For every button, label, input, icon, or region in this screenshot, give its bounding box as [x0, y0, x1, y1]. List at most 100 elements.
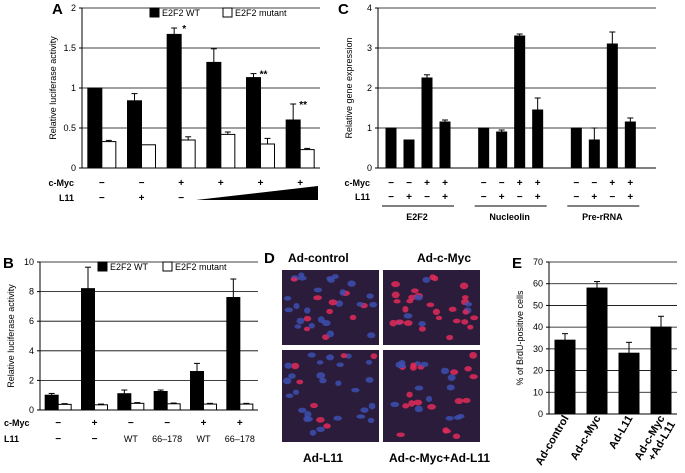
panel-c-ytick-label: 2 [367, 83, 372, 93]
nucleus [335, 300, 344, 307]
nucleus [426, 302, 435, 308]
panel-e-ytick-label: 20 [533, 366, 543, 376]
nucleus [425, 395, 433, 402]
panel-c-letter: C [338, 1, 349, 18]
nucleus [413, 399, 423, 406]
nucleus [356, 414, 366, 419]
condition-symbol: − [178, 193, 184, 204]
bar-mutant [220, 133, 236, 169]
condition-symbol-l11: + [499, 192, 505, 203]
nucleus [283, 296, 292, 301]
legend-wt-label: E2F2 WT [162, 8, 201, 18]
nucleus [298, 407, 307, 413]
bar-wt [153, 391, 168, 411]
condition-symbol-c-myc: − [388, 178, 394, 189]
nucleus [461, 295, 469, 300]
nucleus [390, 401, 400, 408]
category-label-line: Ad-L11 [607, 414, 636, 452]
nucleus [293, 302, 300, 310]
panel-b-ytick-label: 4 [29, 346, 34, 356]
bar-wt [127, 100, 142, 169]
condition-symbol-c-myc: − [499, 178, 505, 189]
nucleus [367, 417, 375, 424]
panel-d: D Ad-control Ad-c-Myc Ad-L11 Ad-c-Myc+Ad… [264, 250, 490, 465]
condition-symbol-c-myc: + [424, 178, 430, 189]
nucleus [397, 363, 406, 369]
bar-pre-rrna [588, 139, 600, 169]
bar-nucleolin [496, 131, 508, 169]
micrograph-label-ad-c-myc: Ad-c-Myc [417, 251, 471, 265]
panel-b-y-axis-label: Relative luciferase activity [6, 284, 16, 388]
nucleus [313, 287, 323, 293]
panel-e-ytick-label: 50 [533, 300, 543, 310]
panel-c-ytick-label: 0 [367, 163, 372, 173]
nucleus [420, 361, 429, 368]
row-label-1: L11 [59, 193, 74, 203]
bar-wt [117, 393, 132, 411]
nucleus [406, 391, 413, 398]
nucleus [462, 397, 471, 404]
condition-symbol-l11: − [481, 192, 487, 203]
panel-e-ytick-label: 30 [533, 344, 543, 354]
condition-symbol: WT [197, 434, 211, 444]
category-label: Ad-control [533, 414, 571, 468]
panel-b-ytick-label: 8 [29, 287, 34, 297]
nucleus [391, 281, 400, 288]
panel-b: B 0 2 4 6 8 10 Relative luciferase activity E2F2… [3, 255, 258, 445]
nucleus [427, 404, 436, 410]
nucleus [321, 319, 331, 327]
nucleus [298, 272, 305, 278]
nucleus [296, 379, 304, 385]
condition-symbol: + [139, 193, 145, 204]
nucleus [447, 374, 456, 381]
nucleus [308, 322, 315, 329]
condition-symbol: − [128, 418, 134, 429]
nucleus [340, 353, 348, 359]
bar-e2f2 [439, 121, 451, 169]
condition-symbol: + [297, 178, 303, 189]
row-label-0: c-Myc [48, 178, 74, 188]
bar-mutant [260, 143, 275, 169]
nucleus [360, 407, 369, 413]
condition-symbol-l11: − [517, 192, 523, 203]
nucleus [470, 315, 479, 321]
nucleus [446, 334, 454, 341]
panel-a-ytick-label: 2 [71, 3, 76, 13]
nucleus [282, 377, 292, 385]
nucleus [326, 308, 334, 315]
condition-symbol-c-myc: + [627, 178, 633, 189]
bar-brdu [618, 352, 640, 415]
bar-mutant [94, 404, 108, 411]
row-label-1: L11 [355, 192, 370, 202]
bar-wt [87, 87, 103, 169]
nucleus [418, 326, 426, 332]
row-label-1: L11 [4, 434, 19, 444]
nucleus [414, 294, 423, 301]
panel-e-y-axis-label: % of BrdU-positive cells [515, 290, 525, 386]
bar-mutant [130, 402, 145, 411]
condition-symbol: − [55, 418, 61, 429]
nucleus [467, 324, 474, 330]
condition-symbol-c-myc: + [535, 178, 541, 189]
panel-b-letter: B [3, 255, 14, 272]
nucleus [304, 307, 311, 314]
bar-mutant [239, 403, 254, 411]
nucleus [469, 374, 478, 380]
category-label: Ad-c-Myc [568, 414, 603, 463]
nucleus [445, 415, 454, 421]
panel-b-ytick-label: 2 [29, 375, 34, 385]
legend-mutant-swatch [162, 261, 173, 272]
nucleus [291, 362, 300, 370]
nucleus [285, 393, 294, 398]
condition-symbol-c-myc: − [481, 178, 487, 189]
nucleus [368, 402, 376, 410]
condition-symbol: + [201, 418, 207, 429]
panel-e-ytick-label: 40 [533, 322, 543, 332]
nucleus [316, 360, 324, 365]
category-label-line: Ad-c-Myc [568, 414, 603, 463]
panel-e-ytick-label: 70 [533, 257, 543, 267]
group-label: E2F2 [406, 212, 428, 222]
group-label: Pre-rRNA [582, 212, 623, 222]
panel-a: A 0 0.5 1 1.5 2 Relative luciferase activity E2… [48, 1, 320, 204]
